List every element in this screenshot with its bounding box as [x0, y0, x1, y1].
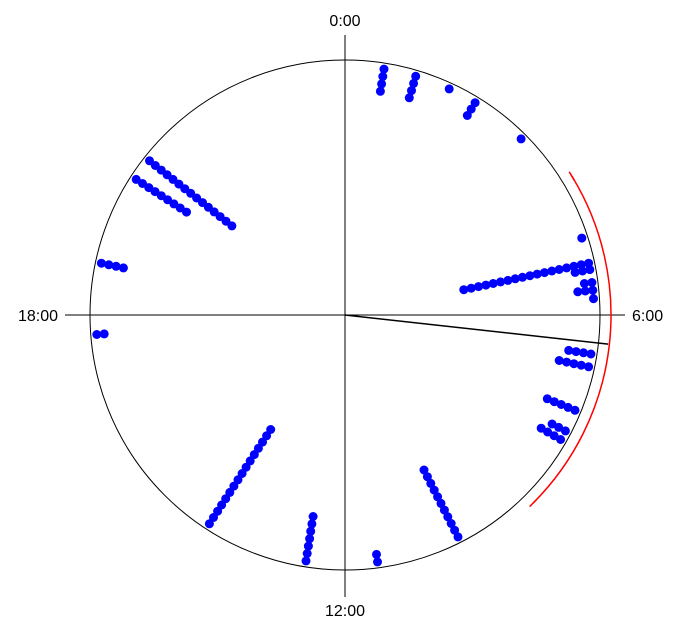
data-point [547, 419, 557, 429]
data-point [426, 478, 436, 488]
data-point [562, 357, 572, 367]
data-point [378, 72, 388, 81]
data-point [585, 265, 595, 275]
data-point [580, 286, 590, 296]
data-point [474, 282, 483, 292]
data-point [549, 397, 559, 407]
data-point [496, 277, 505, 287]
data-point [481, 280, 491, 290]
data-point [466, 283, 476, 293]
data-point [302, 549, 312, 558]
data-point [404, 93, 414, 103]
data-point [577, 233, 587, 243]
data-point [462, 111, 472, 120]
data-point [503, 275, 513, 285]
data-point [266, 425, 276, 434]
tick-label-6: 6:00 [632, 308, 663, 325]
data-point [301, 556, 311, 566]
data-point [104, 260, 114, 270]
data-point [453, 532, 463, 542]
data-point [516, 134, 526, 144]
data-point [377, 79, 387, 89]
data-point [570, 405, 580, 415]
data-point [560, 426, 570, 436]
confidence-arc [532, 175, 612, 504]
data-point [588, 285, 598, 295]
data-point [554, 265, 564, 274]
data-point [407, 86, 416, 96]
data-point [96, 258, 106, 268]
data-point [571, 347, 581, 357]
data-point [547, 266, 557, 276]
tick-label-18: 18:00 [18, 308, 58, 325]
tick-label-0: 0:00 [329, 13, 360, 30]
data-point [443, 512, 453, 522]
data-point [306, 526, 316, 536]
data-point [459, 285, 469, 295]
data-point [556, 400, 566, 409]
data-point [450, 525, 460, 535]
data-point [444, 84, 454, 94]
data-point [556, 435, 566, 444]
data-point [564, 345, 574, 355]
data-point [419, 465, 429, 475]
data-point [562, 263, 572, 273]
data-point [540, 268, 549, 278]
data-point [305, 534, 315, 544]
data-point [586, 349, 596, 359]
data-point [563, 402, 573, 412]
data-point [569, 359, 579, 369]
data-point [525, 271, 535, 281]
confidence-arc-end-cap [529, 499, 538, 508]
data-point [532, 269, 542, 279]
data-point [227, 221, 237, 231]
data-point [411, 71, 421, 81]
data-point [182, 207, 191, 217]
data-point [578, 266, 587, 276]
data-point [422, 472, 432, 482]
data-point [308, 512, 318, 521]
data-point [589, 294, 598, 304]
data-point [542, 394, 552, 404]
data-point [576, 360, 586, 370]
data-point [439, 505, 449, 515]
data-point [92, 330, 102, 339]
data-point [579, 279, 589, 288]
data-point [518, 272, 527, 282]
data-point [584, 362, 594, 372]
data-point [99, 329, 109, 339]
mean-vector-line [344, 314, 609, 345]
data-point [579, 348, 588, 358]
data-point [554, 356, 564, 365]
data-point [446, 519, 456, 528]
data-point [587, 278, 597, 287]
data-point [303, 541, 313, 551]
data-point [373, 557, 382, 567]
data-point [118, 263, 128, 273]
data-point [375, 86, 385, 96]
confidence-arc-start-cap [568, 171, 576, 181]
data-point [573, 287, 583, 297]
data-point [307, 519, 317, 529]
data-point [510, 274, 520, 284]
data-points [92, 64, 598, 567]
overlay-layer [344, 171, 612, 508]
data-point [409, 78, 419, 88]
data-point [433, 492, 443, 502]
data-point [111, 261, 121, 271]
tick-label-12: 12:00 [325, 603, 365, 620]
data-point [372, 549, 381, 559]
data-point [488, 279, 498, 288]
data-point [379, 64, 389, 74]
data-point [536, 423, 546, 433]
data-point [570, 267, 580, 277]
data-point [429, 485, 439, 495]
